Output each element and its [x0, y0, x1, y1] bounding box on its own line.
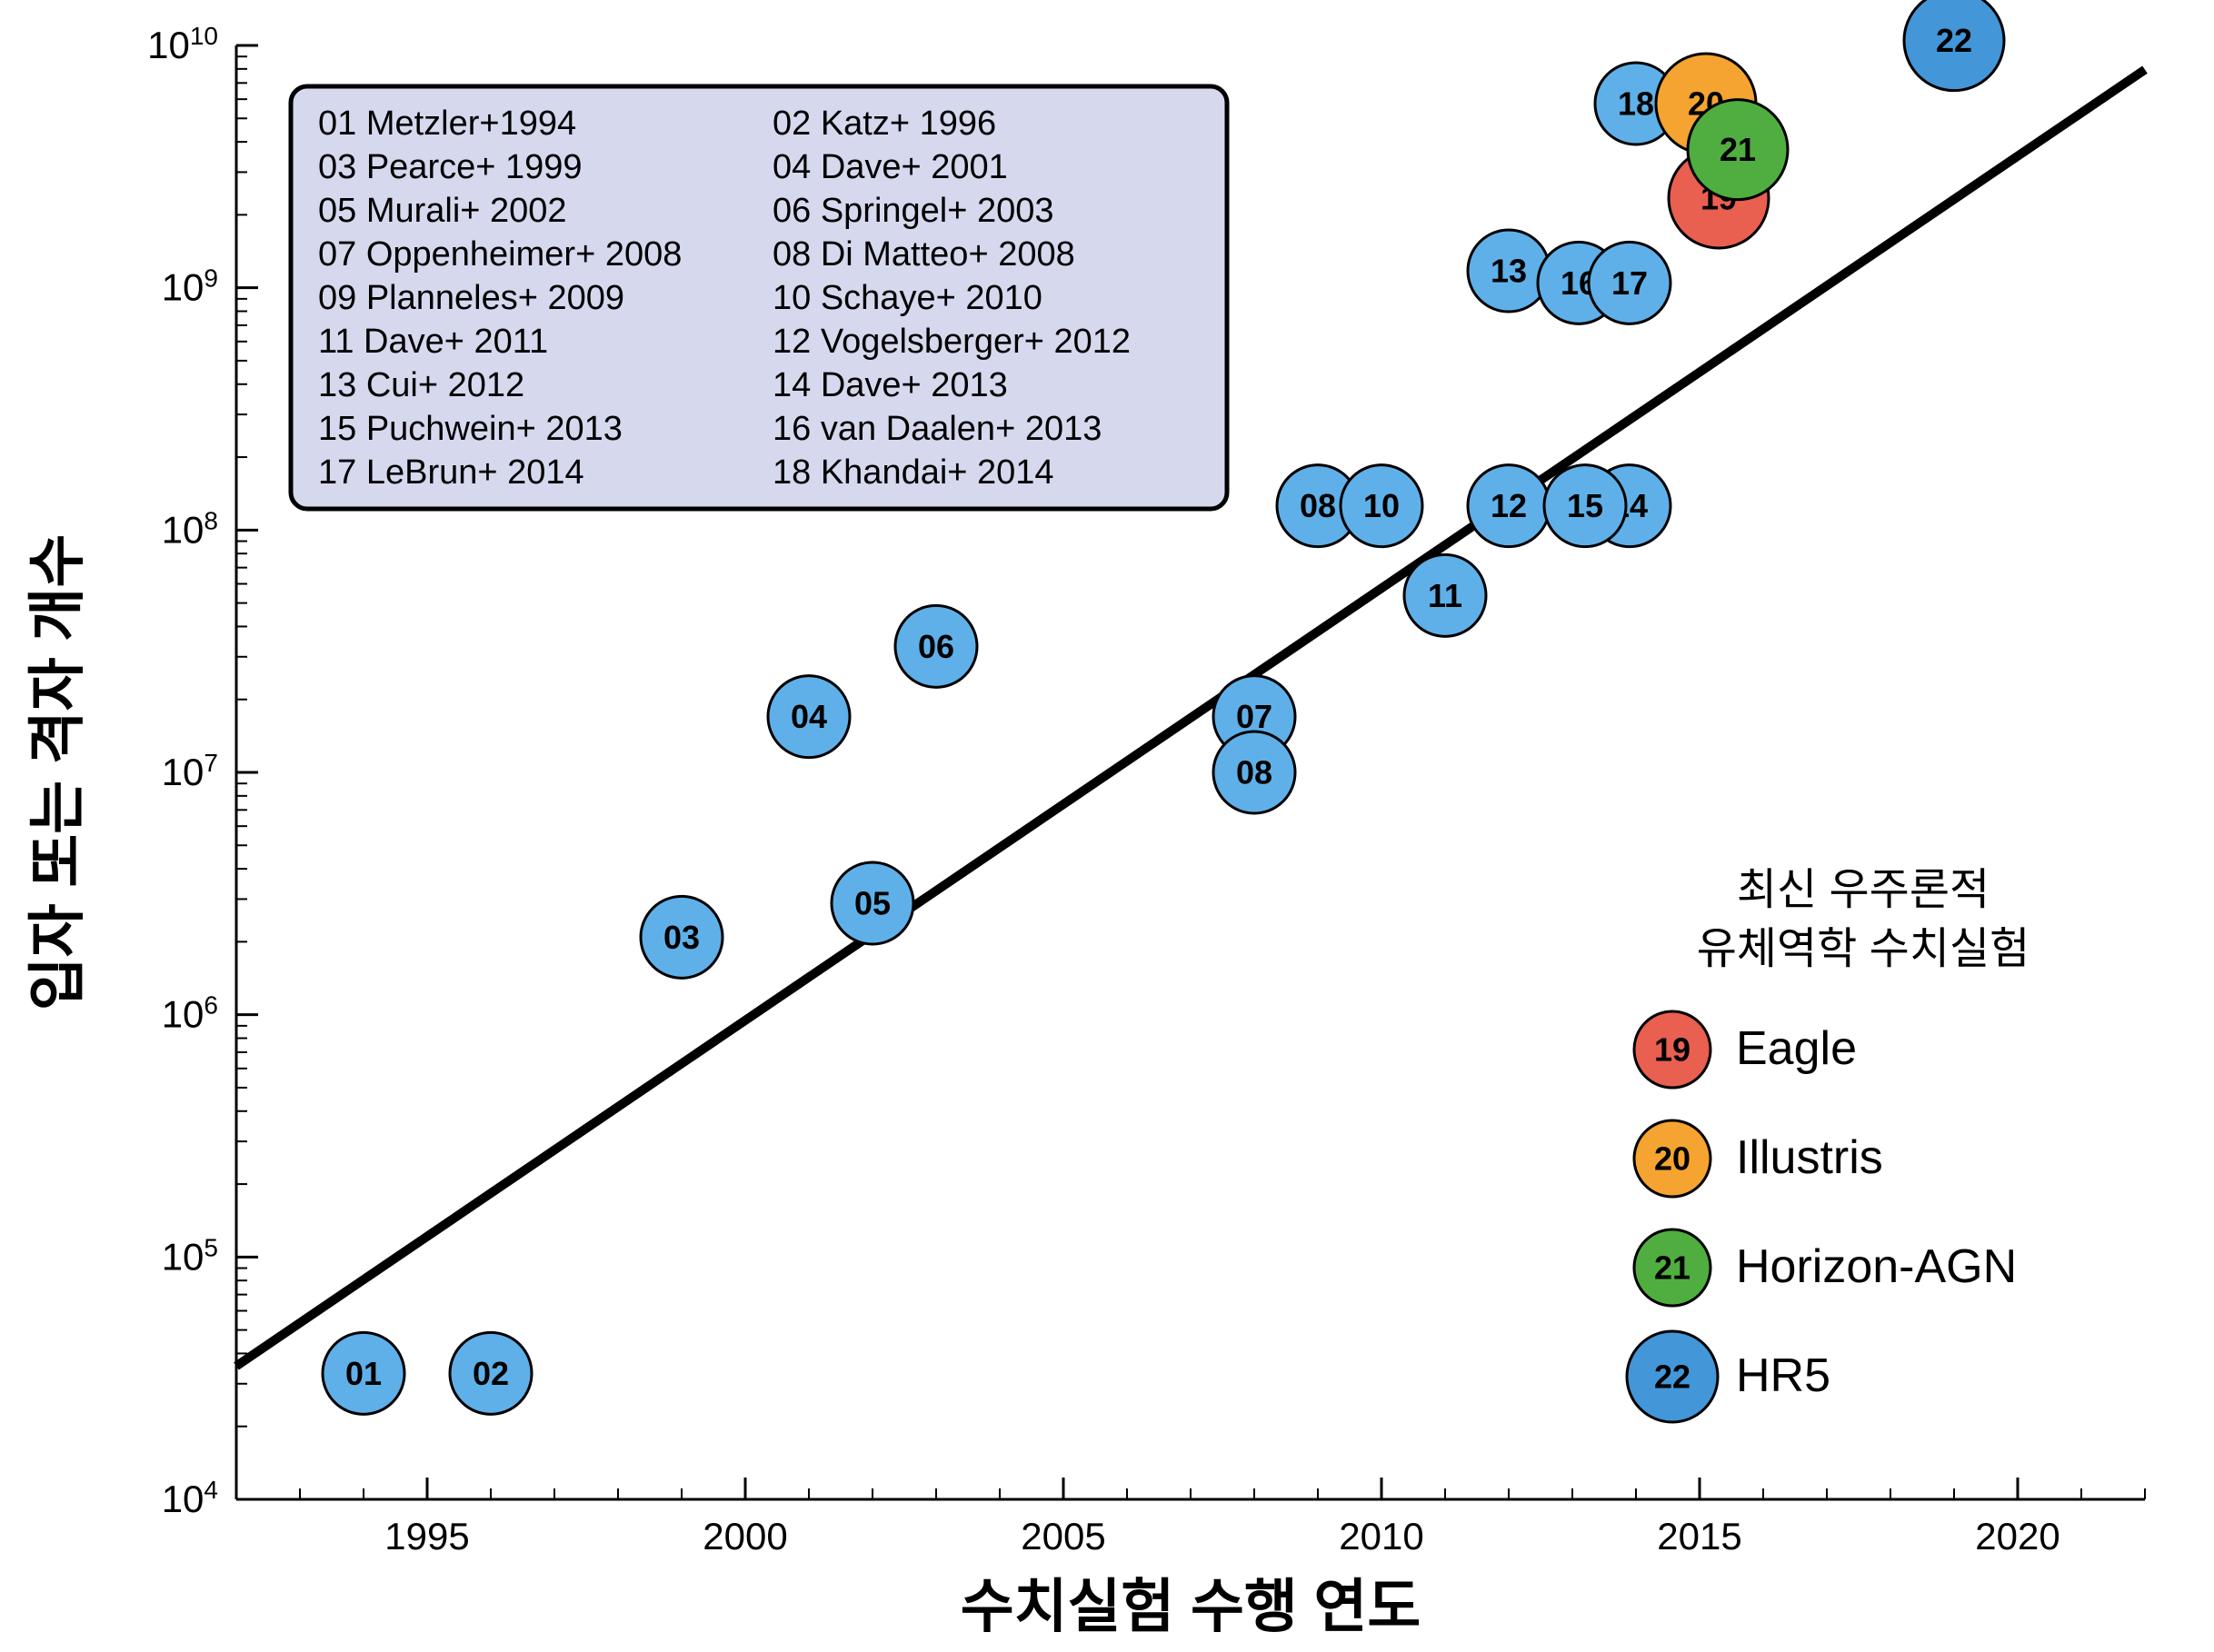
data-point-label: 01	[345, 1355, 382, 1392]
legend-entry: 02 Katz+ 1996	[773, 104, 996, 143]
data-point-label: 06	[918, 628, 954, 665]
data-point: 01	[323, 1332, 404, 1414]
legend-entry: 07 Oppenheimer+ 2008	[318, 235, 682, 274]
legend-entry: 15 Puchwein+ 2013	[318, 410, 623, 448]
data-point-label: 15	[1567, 487, 1603, 524]
y-tick-label: 104	[162, 1476, 218, 1521]
x-tick-label: 1995	[384, 1515, 469, 1557]
data-point-label: 03	[663, 919, 700, 956]
data-point: 17	[1589, 242, 1670, 323]
data-point: 15	[1544, 465, 1626, 547]
data-point-label: 04	[791, 698, 827, 735]
data-point: 02	[450, 1332, 532, 1414]
data-point: 13	[1468, 230, 1550, 312]
data-point-label: 05	[854, 885, 891, 922]
data-point: 08	[1213, 731, 1295, 813]
x-tick-label: 2020	[1975, 1515, 2059, 1557]
legend-entry: 11 Dave+ 2011	[318, 323, 548, 361]
data-point-label: 02	[473, 1355, 509, 1392]
legend-entry: 10 Schaye+ 2010	[773, 279, 1042, 317]
data-point: 11	[1404, 554, 1486, 636]
y-tick-label: 107	[162, 749, 218, 794]
legend-entry: 09 Planneles+ 2009	[318, 279, 624, 317]
legend-entry: 03 Pearce+ 1999	[318, 148, 583, 186]
data-point-label: 12	[1491, 487, 1527, 524]
data-point-label: 08	[1236, 754, 1272, 791]
data-point: 06	[895, 605, 977, 687]
data-point-label: 17	[1611, 264, 1648, 302]
side-legend-label: Horizon-AGN	[1736, 1240, 2017, 1293]
legend-entry: 16 van Daalen+ 2013	[773, 410, 1102, 448]
side-legend-title: 최신 우주론적	[1737, 866, 1990, 914]
legend-entry: 14 Dave+ 2013	[773, 366, 1008, 404]
x-tick-label: 2010	[1339, 1515, 1423, 1557]
data-point-label: 07	[1236, 698, 1272, 735]
side-legend-label: HR5	[1736, 1349, 1830, 1402]
x-tick-label: 2000	[703, 1515, 787, 1557]
data-point: 03	[641, 896, 723, 978]
data-point-label: 22	[1936, 22, 1972, 59]
chart-container: 199520002005201020152020수치실험 수행 연도104105…	[0, 0, 2214, 1652]
data-point: 04	[768, 676, 850, 758]
x-tick-label: 2015	[1657, 1515, 1741, 1557]
data-point-label: 08	[1300, 487, 1336, 524]
x-axis-title: 수치실험 수행 연도	[961, 1574, 1421, 1639]
legend-entry: 17 LeBrun+ 2014	[318, 453, 584, 492]
legend-entry: 01 Metzler+1994	[318, 104, 576, 143]
data-point-label: 11	[1428, 577, 1462, 614]
data-point-label: 10	[1363, 487, 1400, 524]
data-point: 10	[1341, 465, 1422, 547]
side-legend-marker-label: 20	[1654, 1140, 1690, 1178]
legend-entry: 13 Cui+ 2012	[318, 366, 524, 404]
legend-entry: 18 Khandai+ 2014	[773, 453, 1054, 492]
y-axis-title: 입자 또는 격자 개수	[25, 534, 90, 1010]
data-point-label: 18	[1618, 85, 1654, 123]
side-legend-label: Illustris	[1736, 1131, 1883, 1184]
data-point-label: 13	[1491, 253, 1527, 290]
side-legend-marker-label: 19	[1654, 1031, 1690, 1069]
side-legend-title: 유체역학 수치실험	[1697, 925, 2030, 973]
legend-entry: 05 Murali+ 2002	[318, 192, 567, 230]
data-point: 05	[832, 862, 913, 944]
y-tick-label: 108	[162, 506, 218, 552]
legend-entry: 06 Springel+ 2003	[773, 192, 1054, 230]
y-tick-label: 105	[162, 1233, 218, 1279]
x-tick-label: 2005	[1021, 1515, 1105, 1557]
data-point: 22	[1904, 0, 2004, 91]
y-tick-label: 106	[162, 990, 218, 1036]
data-point-label: 21	[1720, 131, 1756, 168]
side-legend-label: Eagle	[1736, 1022, 1857, 1075]
data-point: 21	[1688, 100, 1788, 200]
data-point: 12	[1468, 465, 1550, 547]
y-tick-label: 109	[162, 264, 218, 309]
legend-entry: 04 Dave+ 2001	[773, 148, 1008, 186]
y-tick-label: 1010	[147, 22, 218, 67]
side-legend-marker-label: 21	[1654, 1249, 1690, 1287]
side-legend-marker-label: 22	[1654, 1358, 1690, 1396]
legend-entry: 12 Vogelsberger+ 2012	[773, 323, 1131, 361]
legend-entry: 08 Di Matteo+ 2008	[773, 235, 1075, 274]
scatter-chart: 199520002005201020152020수치실험 수행 연도104105…	[0, 0, 2214, 1652]
